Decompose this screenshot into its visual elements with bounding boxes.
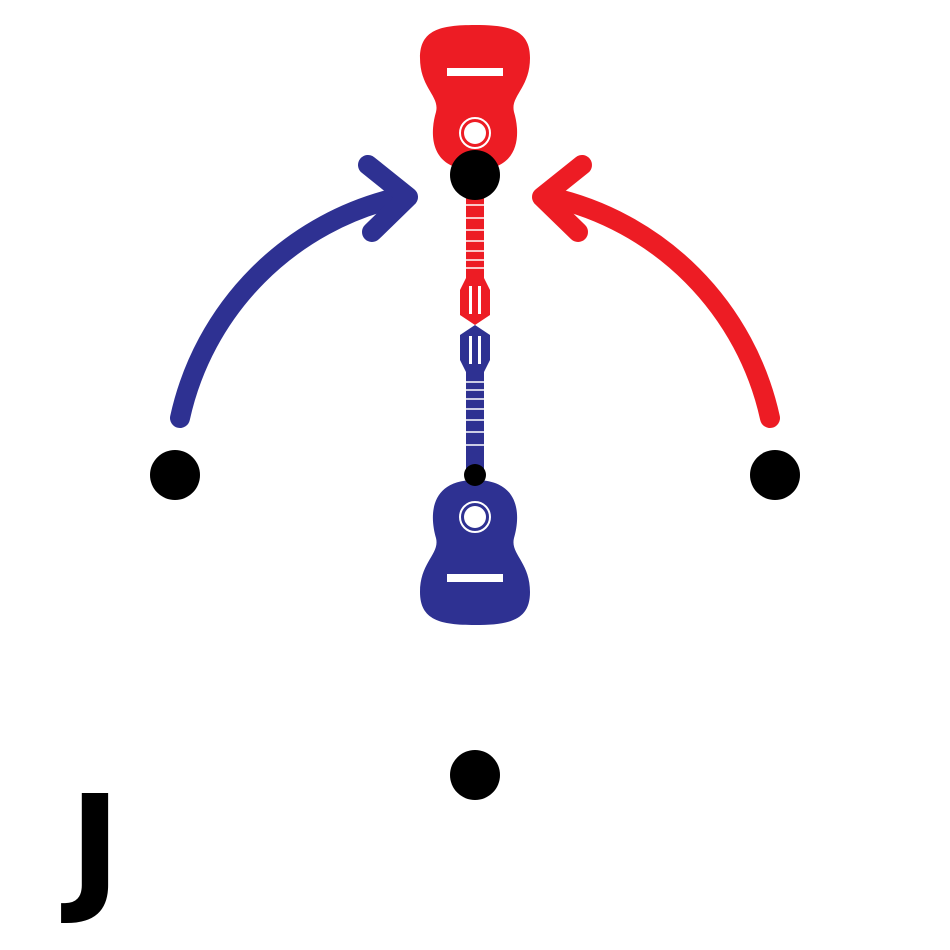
dot <box>150 450 200 500</box>
dot <box>450 750 500 800</box>
blue-arrow <box>170 187 410 428</box>
red-arrow <box>540 187 780 428</box>
label: J <box>61 766 121 929</box>
blue-arrowhead <box>358 155 418 242</box>
dot <box>750 450 800 500</box>
dot <box>450 150 500 200</box>
red-arrowhead <box>532 155 592 242</box>
dot <box>464 464 486 486</box>
